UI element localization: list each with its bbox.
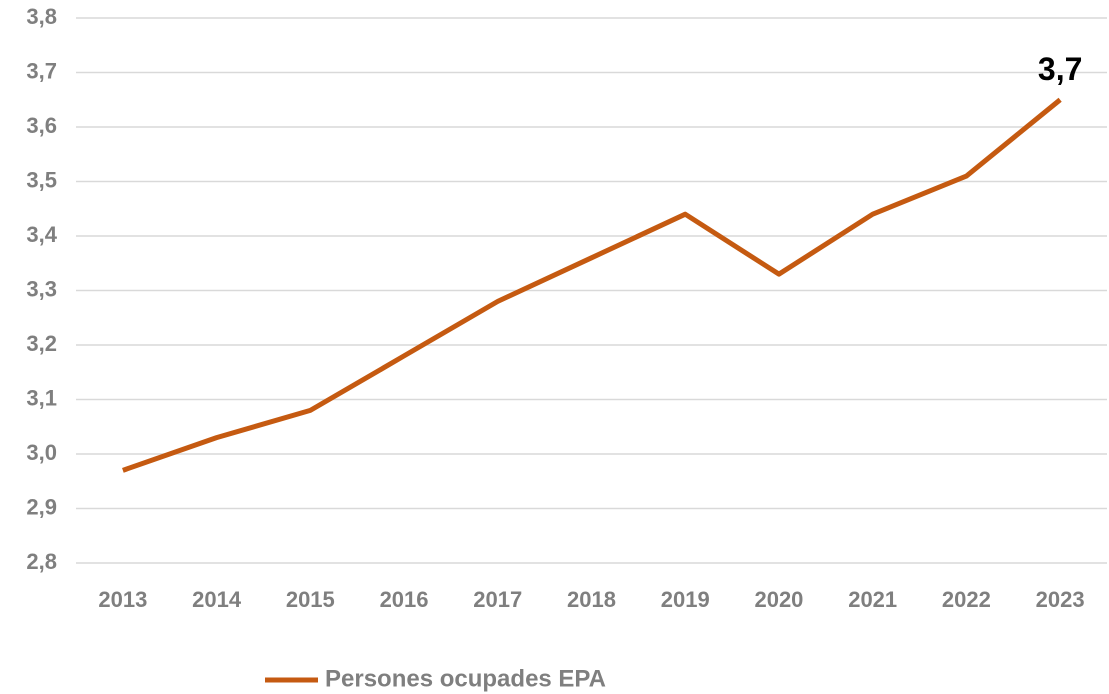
x-tick-label: 2020 bbox=[754, 587, 803, 612]
line bbox=[122, 97, 1062, 473]
x-tick-label: 2015 bbox=[286, 587, 335, 612]
x-tick-label: 2023 bbox=[1036, 587, 1085, 612]
y-tick-label: 3,6 bbox=[26, 113, 57, 138]
y-tick-label: 2,8 bbox=[26, 549, 57, 574]
y-tick-label: 3,1 bbox=[26, 385, 57, 410]
x-tick-label: 2022 bbox=[942, 587, 991, 612]
y-tick-label: 3,7 bbox=[26, 58, 57, 83]
y-tick-label: 3,5 bbox=[26, 167, 57, 192]
x-tick-label: 2014 bbox=[192, 587, 242, 612]
x-tick-label: 2021 bbox=[848, 587, 897, 612]
y-tick-label: 3,2 bbox=[26, 331, 57, 356]
x-tick-label: 2018 bbox=[567, 587, 616, 612]
x-tick-label: 2019 bbox=[661, 587, 710, 612]
y-tick-label: 3,8 bbox=[26, 4, 57, 29]
x-tick-label: 2016 bbox=[380, 587, 429, 612]
legend-label: Persones ocupades EPA bbox=[325, 665, 606, 692]
y-tick-label: 3,0 bbox=[26, 440, 57, 465]
x-tick-label: 2013 bbox=[98, 587, 147, 612]
y-tick-label: 3,3 bbox=[26, 276, 57, 301]
y-tick-label: 3,4 bbox=[26, 222, 57, 247]
x-tick-label: 2017 bbox=[473, 587, 522, 612]
data-label: 3,7 bbox=[1038, 51, 1082, 87]
y-tick-label: 2,9 bbox=[26, 494, 57, 519]
